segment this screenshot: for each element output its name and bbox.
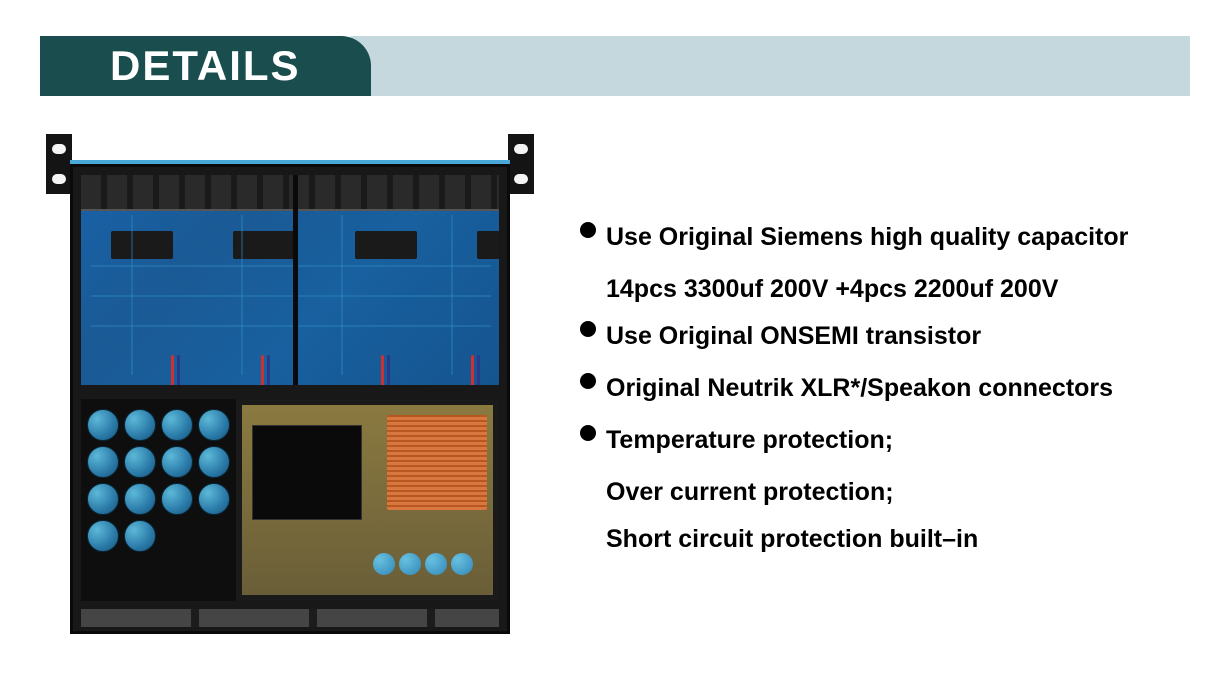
lower-chassis bbox=[81, 399, 499, 601]
feature-item: Use Original ONSEMI transistor bbox=[580, 313, 1190, 359]
capacitor-bank bbox=[81, 399, 236, 601]
wire-red bbox=[171, 355, 174, 385]
bullet-icon bbox=[580, 321, 596, 337]
heatsink bbox=[387, 415, 487, 510]
capacitor bbox=[124, 520, 156, 552]
capacitor-small bbox=[451, 553, 473, 575]
pcb-trace bbox=[131, 215, 133, 375]
feature-text: Use Original ONSEMI transistor bbox=[606, 313, 981, 359]
rack-ear-left bbox=[46, 134, 72, 194]
capacitor bbox=[124, 483, 156, 515]
power-board bbox=[242, 405, 493, 595]
header-bar: DETAILS bbox=[40, 36, 1190, 96]
transistor-row bbox=[81, 175, 499, 211]
small-caps bbox=[373, 553, 473, 575]
wire-blue bbox=[267, 355, 270, 385]
feature-subtext: Short circuit protection built–in bbox=[606, 516, 1190, 562]
feature-subtext: Over current protection; bbox=[606, 469, 1190, 515]
capacitor-small bbox=[425, 553, 447, 575]
bullet-icon bbox=[580, 222, 596, 238]
capacitor bbox=[198, 483, 230, 515]
wire-red bbox=[381, 355, 384, 385]
feature-text: Use Original Siemens high quality capaci… bbox=[606, 214, 1128, 260]
ic-chip bbox=[111, 231, 173, 259]
capacitor bbox=[161, 409, 193, 441]
pcb-trace bbox=[91, 265, 491, 267]
feature-item: Original Neutrik XLR*/Speakon connectors bbox=[580, 365, 1190, 411]
capacitor-small bbox=[399, 553, 421, 575]
capacitor bbox=[161, 446, 193, 478]
capacitor bbox=[124, 409, 156, 441]
wire-blue bbox=[477, 355, 480, 385]
bullet-icon bbox=[580, 373, 596, 389]
wire-blue bbox=[177, 355, 180, 385]
capacitor bbox=[198, 409, 230, 441]
capacitor bbox=[87, 409, 119, 441]
pcb-trace bbox=[241, 215, 243, 375]
ic-row bbox=[111, 231, 499, 261]
wire-blue bbox=[387, 355, 390, 385]
power-module bbox=[252, 425, 362, 520]
header-tail bbox=[351, 36, 1190, 96]
fan-vents bbox=[81, 609, 499, 627]
ic-chip bbox=[355, 231, 417, 259]
rack-ear-right bbox=[508, 134, 534, 194]
capacitor bbox=[124, 446, 156, 478]
product-image bbox=[40, 134, 540, 654]
capacitor bbox=[161, 483, 193, 515]
pcb-trace bbox=[91, 325, 491, 327]
feature-subtext: 14pcs 3300uf 200V +4pcs 2200uf 200V bbox=[606, 266, 1190, 312]
ic-chip bbox=[477, 231, 499, 259]
pcb-trace bbox=[91, 295, 491, 297]
wire-red bbox=[261, 355, 264, 385]
feature-text: Original Neutrik XLR*/Speakon connectors bbox=[606, 365, 1113, 411]
header-title: DETAILS bbox=[40, 36, 371, 96]
pcb-trace bbox=[451, 215, 453, 375]
feature-text: Temperature protection; bbox=[606, 417, 893, 463]
capacitor bbox=[87, 483, 119, 515]
wire-red bbox=[471, 355, 474, 385]
capacitor bbox=[198, 446, 230, 478]
feature-item: Temperature protection; bbox=[580, 417, 1190, 463]
pcb-section bbox=[81, 175, 499, 385]
bullet-icon bbox=[580, 425, 596, 441]
capacitor bbox=[87, 446, 119, 478]
content-row: Use Original Siemens high quality capaci… bbox=[40, 134, 1190, 654]
amplifier-chassis bbox=[70, 164, 510, 634]
pcb-divider bbox=[293, 175, 298, 385]
pcb-trace bbox=[341, 215, 343, 375]
feature-list: Use Original Siemens high quality capaci… bbox=[580, 134, 1190, 654]
feature-item: Use Original Siemens high quality capaci… bbox=[580, 214, 1190, 260]
capacitor bbox=[87, 520, 119, 552]
capacitor-small bbox=[373, 553, 395, 575]
